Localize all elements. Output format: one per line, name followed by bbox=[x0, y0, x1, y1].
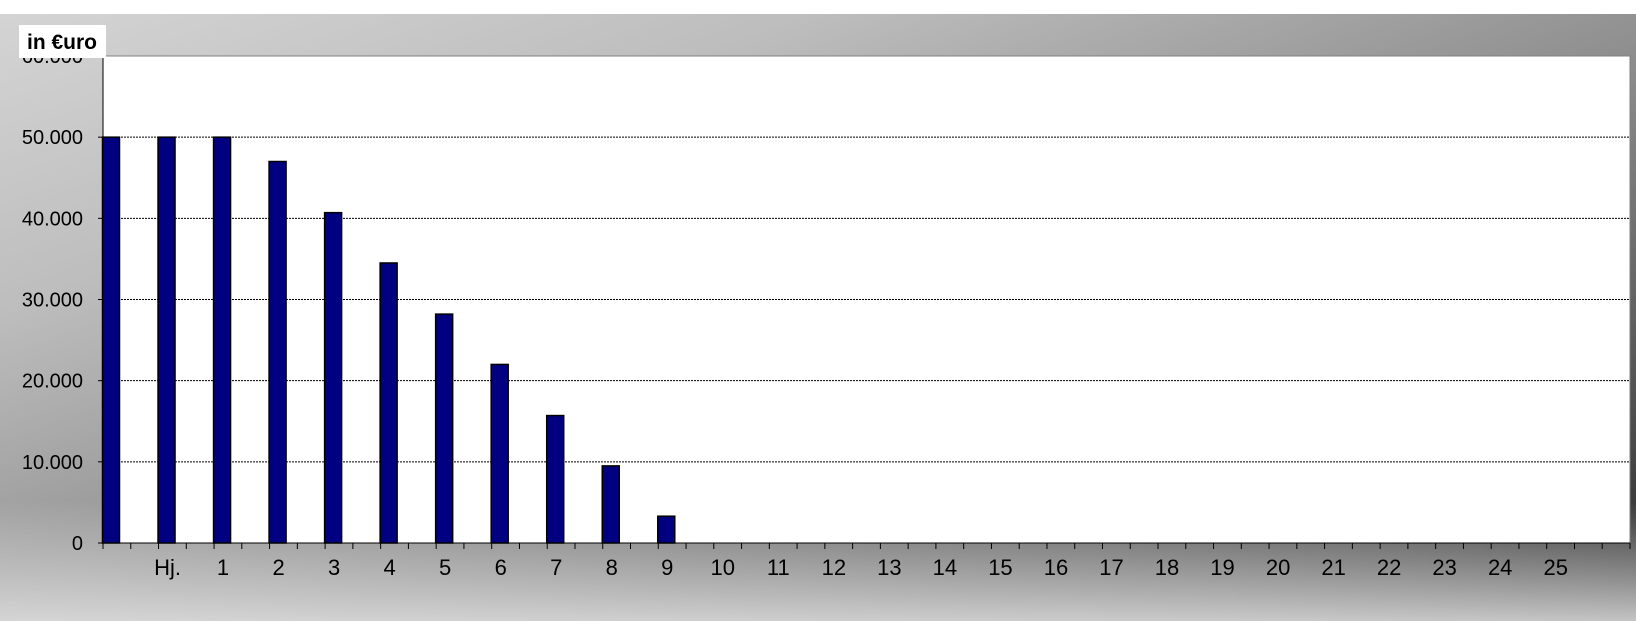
x-tick-label: 15 bbox=[988, 555, 1012, 580]
y-tick-label: 30.000 bbox=[22, 290, 83, 312]
y-tick-label: 20.000 bbox=[22, 371, 83, 393]
bar bbox=[101, 136, 121, 544]
x-tick-label: 20 bbox=[1266, 555, 1290, 580]
bar bbox=[545, 414, 565, 544]
y-axis-unit-label: in €uro bbox=[19, 25, 107, 58]
x-tick-label: Hj. bbox=[154, 555, 181, 580]
bar bbox=[212, 136, 232, 544]
x-tick-label: 17 bbox=[1099, 555, 1123, 580]
x-tick-label: 10 bbox=[711, 555, 735, 580]
bar bbox=[157, 136, 176, 544]
bar bbox=[490, 363, 509, 544]
x-tick-label: 9 bbox=[661, 555, 673, 580]
x-tick-label: 1 bbox=[217, 555, 229, 580]
x-tick-label: 5 bbox=[439, 555, 451, 580]
x-tick-label: 24 bbox=[1488, 555, 1512, 580]
x-tick-label: 8 bbox=[606, 555, 618, 580]
x-tick-label: 25 bbox=[1543, 555, 1567, 580]
bar bbox=[268, 160, 287, 544]
bar bbox=[657, 515, 676, 544]
x-tick-label: 7 bbox=[550, 555, 562, 580]
x-tick-label: 19 bbox=[1210, 555, 1234, 580]
y-tick-label: 50.000 bbox=[22, 127, 83, 149]
x-tick-label: 11 bbox=[767, 555, 790, 580]
x-tick-label: 18 bbox=[1155, 555, 1179, 580]
bar bbox=[434, 313, 454, 544]
x-tick-label: 3 bbox=[328, 555, 340, 580]
x-tick-label: 2 bbox=[272, 555, 284, 580]
bar bbox=[601, 465, 620, 544]
x-tick-label: 21 bbox=[1321, 555, 1345, 580]
y-tick-label: 0 bbox=[72, 533, 83, 555]
x-tick-label: 4 bbox=[384, 555, 396, 580]
y-tick-label: 10.000 bbox=[22, 452, 83, 474]
x-tick-label: 22 bbox=[1377, 555, 1401, 580]
x-tick-label: 16 bbox=[1044, 555, 1068, 580]
x-tick-label: 13 bbox=[877, 555, 901, 580]
bar bbox=[323, 211, 343, 544]
x-tick-label: 23 bbox=[1432, 555, 1456, 580]
x-tick-label: 14 bbox=[933, 555, 957, 580]
x-tick-label: 6 bbox=[495, 555, 507, 580]
y-tick-label: 40.000 bbox=[22, 208, 83, 230]
x-tick-label: 12 bbox=[822, 555, 846, 580]
bar bbox=[379, 262, 398, 544]
